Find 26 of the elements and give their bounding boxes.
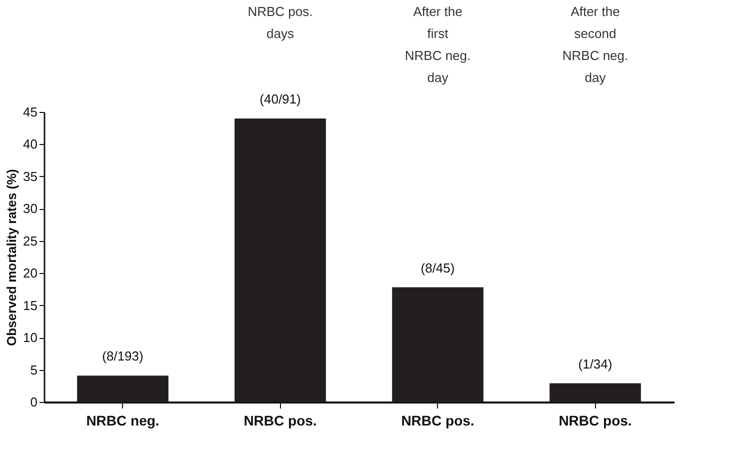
y-tick-label: 20 <box>23 266 38 281</box>
y-tick-label: 10 <box>23 330 38 346</box>
y-tick-label: 5 <box>30 362 38 378</box>
data-label: (40/91) <box>260 91 301 106</box>
x-tick-label: NRBC pos. <box>244 412 317 428</box>
data-label: (8/45) <box>420 260 455 276</box>
bar <box>234 118 326 402</box>
y-tick-label: 0 <box>30 394 38 410</box>
y-axis-title: Observed mortality rates (%) <box>4 168 20 346</box>
x-tick-label: NRBC neg. <box>86 412 160 428</box>
data-label: (8/193) <box>102 348 144 364</box>
x-tick-label: NRBC pos. <box>401 412 474 428</box>
text: After the first NRBC neg. day <box>404 4 471 85</box>
y-tick-label: 35 <box>23 168 38 184</box>
y-tick-label: 25 <box>23 233 38 248</box>
y-tick-label: 45 <box>23 104 38 120</box>
bar <box>77 376 168 402</box>
x-tick-label: NRBC pos. <box>558 412 632 428</box>
text: After the second NRBC neg. day <box>562 4 628 85</box>
y-tick-label: 40 <box>23 136 38 152</box>
data-label: (1/34) <box>578 356 612 372</box>
bar <box>550 383 641 402</box>
y-tick-label: 15 <box>23 298 38 313</box>
text: NRBC pos. days <box>248 4 313 41</box>
bar <box>392 287 484 402</box>
y-tick-label: 30 <box>23 201 38 216</box>
